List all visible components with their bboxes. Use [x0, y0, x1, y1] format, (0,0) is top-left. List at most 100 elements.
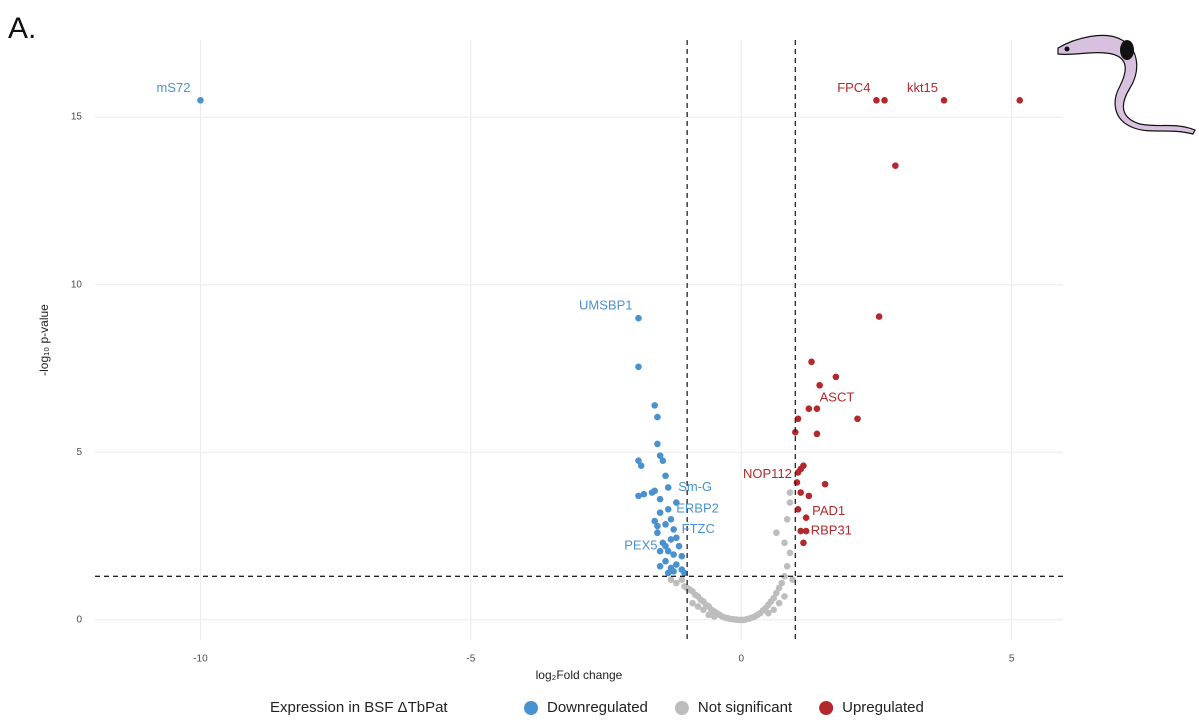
point: [781, 593, 788, 600]
legend-label: Upregulated: [842, 699, 924, 716]
point: [800, 539, 807, 547]
point: [635, 314, 642, 322]
y-tick-label: 10: [71, 279, 83, 290]
x-tick-label: 5: [1009, 654, 1015, 665]
point: [794, 469, 802, 476]
point: [786, 499, 794, 506]
point: [651, 402, 659, 409]
point: [770, 594, 777, 602]
point: [816, 381, 823, 389]
point: [764, 609, 772, 617]
point: [654, 522, 661, 530]
point: [1016, 97, 1024, 104]
point: [673, 499, 680, 506]
point: [689, 599, 696, 607]
point: [662, 557, 669, 565]
point: [794, 415, 802, 423]
point: [783, 516, 791, 523]
point: [770, 606, 777, 614]
point: [673, 561, 680, 568]
point: [670, 526, 677, 533]
point: [678, 576, 686, 583]
point: [813, 405, 821, 413]
point-label: Sm-G: [678, 479, 712, 494]
point: [670, 567, 677, 575]
point: [786, 489, 794, 496]
point: [637, 462, 645, 469]
legend-title: Expression in BSF ΔTbPat: [270, 699, 448, 716]
point: [821, 480, 829, 488]
x-axis-label: log₂Fold change: [536, 668, 623, 682]
point: [705, 611, 713, 619]
point: [654, 440, 661, 448]
point: [892, 162, 899, 169]
point: [667, 516, 675, 523]
point: [659, 457, 667, 464]
point: [654, 529, 661, 537]
point: [662, 472, 669, 480]
point: [678, 552, 686, 560]
point-label: ERBP2: [676, 501, 719, 516]
point: [797, 489, 805, 496]
point: [197, 97, 204, 104]
legend-label: Downregulated: [547, 699, 648, 716]
plot: [95, 40, 1063, 640]
point: [802, 514, 810, 521]
point: [775, 584, 783, 592]
point: [783, 562, 791, 570]
point: [773, 589, 780, 597]
point: [673, 534, 680, 542]
point: [792, 428, 799, 436]
point: [794, 505, 802, 513]
legend-marker: [674, 701, 689, 715]
point: [813, 430, 821, 438]
point: [656, 547, 664, 555]
point: [664, 505, 672, 513]
trypanosome-icon: [1057, 34, 1196, 135]
point: [881, 97, 888, 104]
point-label: FTZC: [682, 521, 715, 536]
point: [875, 313, 883, 320]
x-tick-label: -10: [193, 654, 208, 665]
point: [662, 542, 669, 550]
x-tick-label: 0: [738, 654, 744, 665]
point: [635, 363, 642, 371]
point-label: UMSBP1: [579, 298, 632, 313]
legend-marker: [819, 701, 834, 715]
x-tick-label: -5: [466, 654, 475, 665]
point: [873, 97, 880, 104]
point: [673, 579, 680, 587]
point: [667, 536, 675, 543]
legend-marker: [524, 701, 538, 715]
point: [805, 405, 813, 413]
point-label: RBP31: [811, 522, 852, 537]
point: [664, 569, 672, 577]
y-tick-label: 0: [76, 615, 82, 626]
point: [710, 613, 718, 620]
point: [656, 509, 664, 516]
point: [789, 576, 796, 583]
point: [654, 413, 661, 421]
point: [700, 606, 707, 614]
point: [656, 452, 664, 459]
point: [651, 517, 659, 525]
point: [854, 415, 861, 423]
point: [675, 542, 683, 550]
point: [781, 539, 788, 547]
point: [940, 97, 948, 104]
point: [656, 495, 664, 503]
point: [778, 579, 786, 587]
panel-label: A.: [8, 12, 36, 45]
point: [664, 547, 672, 555]
point: [786, 549, 794, 557]
point: [775, 599, 783, 607]
point: [793, 479, 801, 486]
point: [773, 529, 780, 537]
point-label: mS72: [156, 80, 190, 95]
point: [781, 573, 788, 580]
y-axis-label: -log₁₀ p-value: [37, 304, 51, 376]
point-label: ASCT: [820, 390, 855, 405]
point-label: PAD1: [812, 503, 845, 518]
point: [635, 492, 642, 500]
